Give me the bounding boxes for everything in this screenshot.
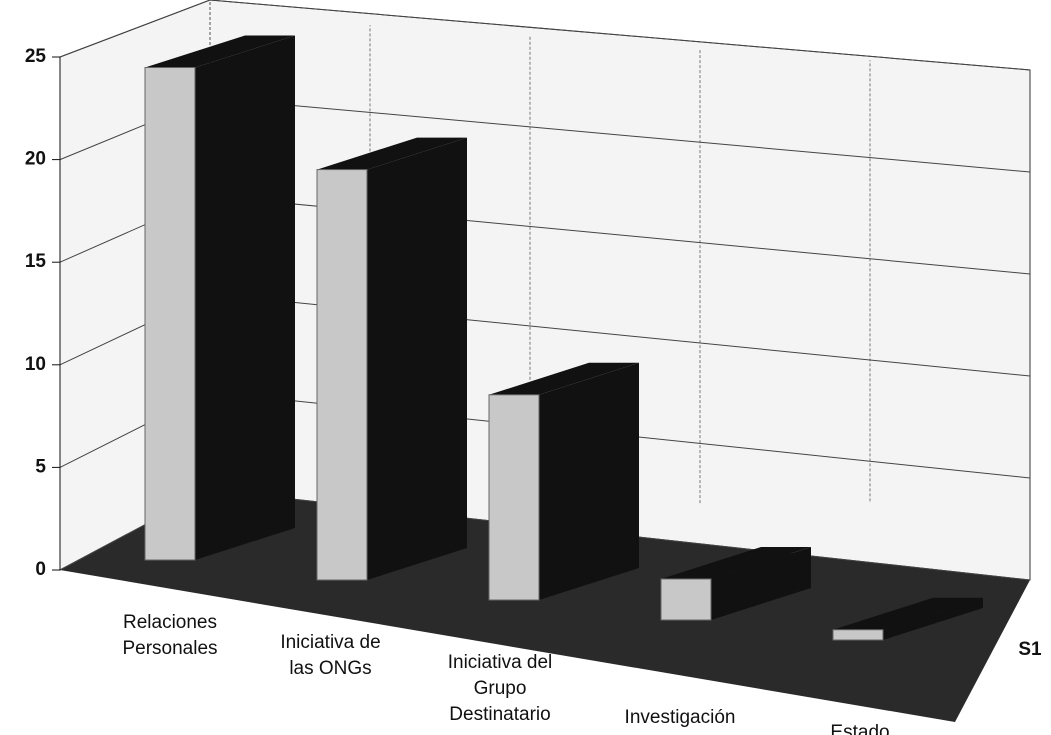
y-tick-label: 5 xyxy=(35,456,46,477)
x-tick-label: Iniciativa de las ONGs xyxy=(280,632,381,679)
y-tick-label: 25 xyxy=(25,46,47,67)
bar-top xyxy=(145,35,295,68)
bar-top xyxy=(489,362,639,395)
grid-line xyxy=(59,0,1031,71)
bar xyxy=(144,67,196,561)
x-tick-label: Estado xyxy=(830,722,890,735)
bar-top xyxy=(317,137,467,170)
bar xyxy=(660,578,712,621)
y-tick-label: 20 xyxy=(25,149,46,170)
bar-side xyxy=(883,597,983,640)
bar-top xyxy=(833,597,983,630)
bar xyxy=(832,629,884,641)
floor xyxy=(60,490,1030,722)
series-label: S1 xyxy=(1018,639,1042,660)
bar-side xyxy=(367,137,467,580)
x-tick-label: Iniciativa del Grupo Destinatario xyxy=(447,652,553,725)
bar-side xyxy=(195,35,295,560)
x-tick-label: Investigación xyxy=(624,707,736,728)
bar-side xyxy=(539,362,639,600)
bar-side xyxy=(711,546,811,620)
x-tick-label: Relaciones Personales xyxy=(122,612,218,659)
y-tick-label: 10 xyxy=(25,354,46,375)
bar-top xyxy=(661,546,811,579)
y-tick-label: 0 xyxy=(35,559,46,580)
bar xyxy=(316,169,368,581)
y-tick-label: 15 xyxy=(25,251,47,272)
bar xyxy=(488,394,540,601)
